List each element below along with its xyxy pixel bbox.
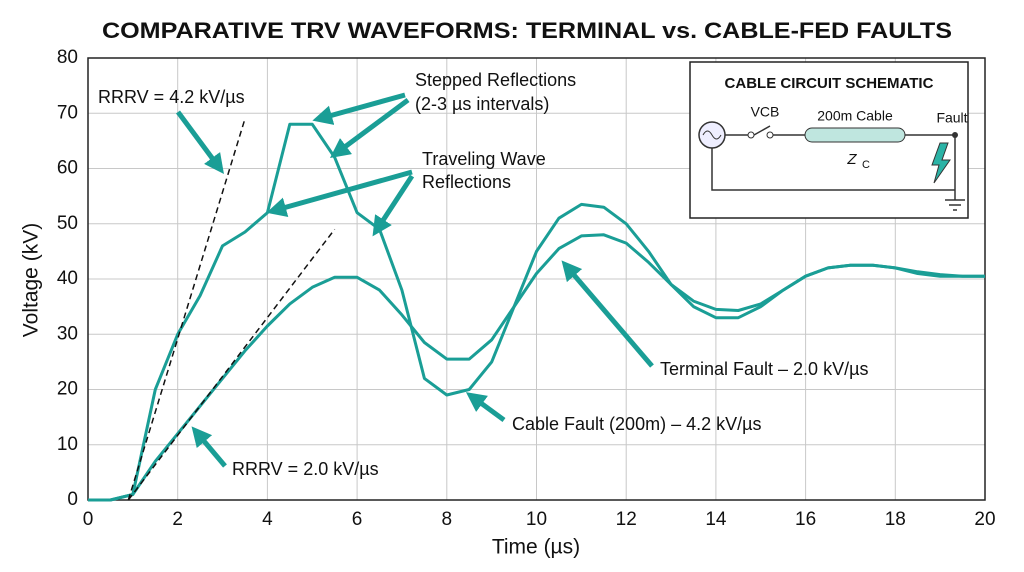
node: [952, 132, 958, 138]
breaker-label: VCB: [751, 104, 780, 120]
x-tick-label: 14: [705, 509, 727, 530]
ground: [945, 199, 965, 211]
reference-line: [127, 118, 246, 501]
series-line: [88, 122, 985, 502]
arrow: [561, 260, 654, 368]
arrow: [372, 174, 415, 237]
y-tick-label: 0: [67, 489, 78, 510]
arrow: [191, 426, 227, 468]
y-axis-label: Voltage (kV): [20, 223, 43, 337]
series-label: Terminal Fault – 2.0 kV/µs: [660, 359, 868, 379]
x-tick-label: 0: [83, 509, 94, 530]
chart-title: COMPARATIVE TRV WAVEFORMS: TERMINAL vs. …: [102, 18, 952, 43]
y-tick-label: 30: [57, 323, 78, 344]
x-tick-label: 8: [442, 509, 453, 530]
impedance-label: Z: [846, 151, 857, 168]
inset-title: CABLE CIRCUIT SCHEMATIC: [725, 75, 934, 92]
y-tick-label: 50: [57, 213, 78, 234]
cable-label: 200m Cable: [817, 108, 893, 124]
y-tick-label: 20: [57, 379, 78, 400]
source-wave: [702, 130, 722, 140]
x-tick-label: 2: [172, 509, 183, 530]
reference-label: RRRV = 2.0 kV/µs: [232, 459, 379, 479]
reference-label: RRRV = 4.2 kV/µs: [98, 87, 245, 107]
annotation: Reflections: [422, 172, 511, 192]
x-axis-label: Time (µs): [492, 536, 580, 559]
fault-label: Fault: [936, 110, 967, 126]
impedance-subscript: C: [862, 159, 870, 171]
wire: [711, 125, 956, 200]
y-tick-label: 80: [57, 47, 78, 68]
arrow: [175, 110, 224, 175]
annotation: Stepped Reflections: [415, 70, 576, 90]
annotation: (2-3 µs intervals): [415, 94, 549, 114]
switch-contact: [766, 131, 774, 139]
fault-bolt: [931, 142, 951, 184]
y-tick-label: 10: [57, 434, 78, 455]
x-tick-label: 18: [885, 509, 906, 530]
x-tick-label: 12: [616, 509, 637, 530]
annotation: Traveling Wave: [422, 149, 546, 169]
plot-frame: [87, 57, 986, 501]
inset: CABLE CIRCUIT SCHEMATIC VCB 200m Cable Z…: [689, 61, 969, 219]
x-tick-label: 16: [795, 509, 816, 530]
cable: [804, 127, 906, 143]
arrow: [312, 92, 406, 125]
y-tick-label: 60: [57, 158, 78, 179]
reference-line: [127, 228, 336, 501]
y-tick-label: 40: [57, 268, 78, 289]
arrow: [266, 169, 413, 217]
arrow: [329, 97, 410, 158]
arrow: [465, 392, 506, 423]
series-label: Cable Fault (200m) – 4.2 kV/µs: [512, 414, 761, 434]
x-tick-label: 20: [974, 509, 995, 530]
x-tick-label: 4: [262, 509, 273, 530]
switch-contact: [747, 131, 755, 139]
x-tick-label: 10: [526, 509, 547, 530]
y-tick-label: 70: [57, 102, 78, 123]
x-tick-label: 6: [352, 509, 363, 530]
